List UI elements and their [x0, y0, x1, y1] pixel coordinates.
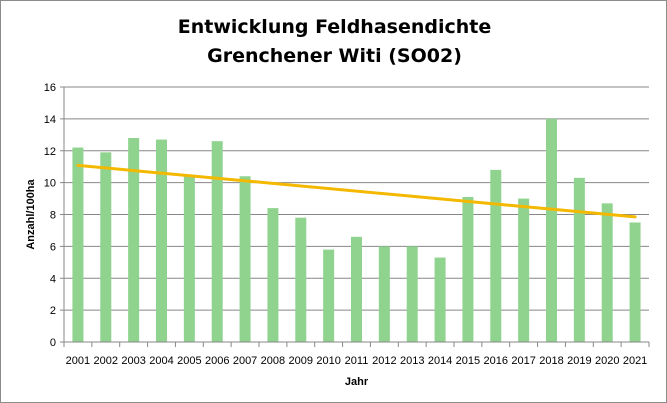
bar	[378, 246, 390, 342]
chart-title-line-1: Entwicklung Feldhasendichte	[177, 16, 492, 38]
bar	[183, 174, 195, 342]
x-tick-label: 2021	[623, 355, 647, 367]
bar	[100, 152, 112, 342]
y-tick-label: 14	[44, 114, 56, 126]
bar	[211, 141, 223, 342]
x-tick-label: 2010	[316, 355, 340, 367]
tick-labels: 0 2 4 6 8 10 12 14 16 2001 2002 2003 2004 2005 2006 200…	[44, 82, 648, 367]
y-tick-label: 12	[44, 146, 56, 158]
trendline	[76, 163, 637, 219]
y-tick-label: 8	[50, 210, 56, 222]
x-axis-label: Jahr	[345, 376, 369, 388]
axes	[60, 86, 650, 347]
x-tick-label: 2016	[484, 355, 508, 367]
x-tick-label: 2018	[539, 355, 563, 367]
x-tick-label: 2001	[66, 355, 90, 367]
y-axis-label: Anzahl/100ha	[25, 178, 37, 249]
bar	[351, 236, 362, 342]
bar	[573, 177, 585, 342]
chart-title: Entwicklung Feldhasendichte Grenchener W…	[1, 13, 666, 71]
y-tick-label: 2	[50, 305, 56, 317]
x-tick-label: 2009	[289, 355, 313, 367]
y-tick-label: 10	[44, 178, 56, 190]
chart-title-line-2: Grenchener Witi (SO02)	[207, 45, 462, 67]
y-tick-label: 4	[50, 273, 56, 285]
bar	[239, 176, 251, 342]
bars	[72, 118, 641, 342]
bar	[128, 138, 140, 342]
bar	[629, 222, 641, 342]
x-tick-label: 2019	[567, 355, 591, 367]
bar	[462, 196, 474, 342]
x-tick-label: 2014	[428, 355, 452, 367]
x-tick-label: 2005	[177, 355, 201, 367]
bar	[434, 257, 446, 342]
bar	[323, 249, 335, 342]
y-tick-label: 6	[50, 241, 56, 253]
x-tick-label: 2020	[595, 355, 619, 367]
x-tick-label: 2015	[456, 355, 480, 367]
x-tick-label: 2008	[261, 355, 285, 367]
bar	[546, 118, 557, 342]
y-tick-label: 16	[44, 82, 56, 94]
x-tick-label: 2007	[233, 355, 257, 367]
bar	[156, 139, 167, 342]
x-tick-label: 2006	[205, 355, 229, 367]
x-tick-label: 2011	[345, 355, 369, 367]
bar	[295, 217, 307, 342]
x-tick-label: 2002	[94, 355, 118, 367]
bar	[72, 147, 84, 342]
bar	[601, 203, 613, 342]
bar	[267, 208, 279, 342]
y-tick-label: 0	[50, 337, 56, 349]
bar	[518, 198, 530, 342]
trendline-group	[76, 163, 637, 219]
bar	[406, 246, 418, 342]
x-tick-label: 2013	[400, 355, 424, 367]
x-tick-label: 2004	[149, 355, 173, 367]
x-tick-label: 2017	[511, 355, 535, 367]
bar	[490, 169, 502, 342]
x-tick-label: 2012	[372, 355, 396, 367]
x-tick-label: 2003	[121, 355, 145, 367]
